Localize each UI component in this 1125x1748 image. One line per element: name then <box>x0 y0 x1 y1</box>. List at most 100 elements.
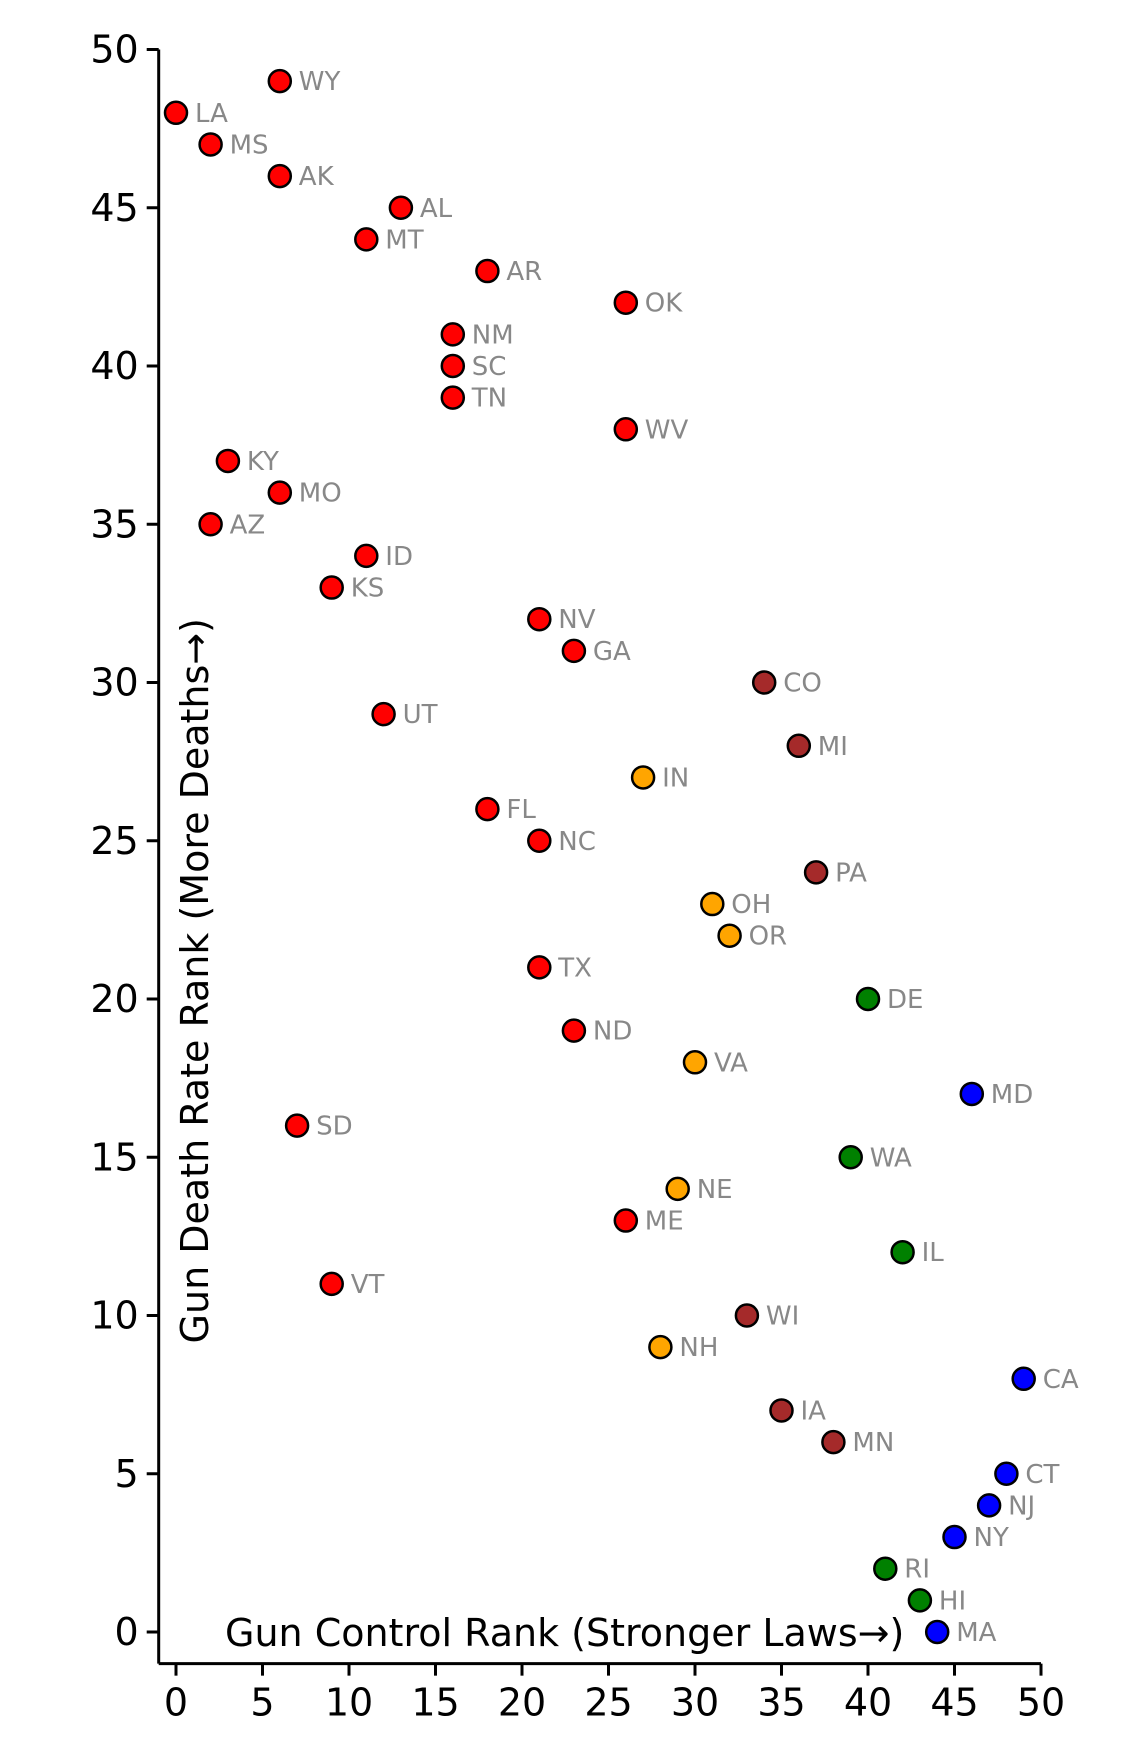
point-label: MO <box>299 479 342 509</box>
point-mt: MT <box>354 225 424 255</box>
point-wi: WI <box>734 1302 799 1332</box>
point-ky: KY <box>215 447 279 477</box>
point-label: DE <box>887 985 923 1015</box>
point-label: NM <box>472 320 514 350</box>
point-nm: NM <box>440 320 514 350</box>
x-tick-label: 5 <box>250 1681 274 1725</box>
point-id: ID <box>354 542 413 572</box>
point-ca: CA <box>1011 1365 1079 1395</box>
data-point-marker <box>527 606 552 632</box>
point-label: WV <box>645 415 689 445</box>
y-tick-label: 40 <box>90 344 138 388</box>
y-axis-title: Gun Death Rate Rank (More Deaths→) <box>173 618 217 1343</box>
point-label: MI <box>818 732 848 762</box>
data-point-marker <box>371 701 396 727</box>
point-label: ND <box>593 1017 632 1047</box>
point-label: GA <box>593 637 631 667</box>
point-label: ME <box>645 1207 684 1237</box>
data-point-marker <box>527 955 552 980</box>
data-point-marker <box>475 258 500 284</box>
point-de: DE <box>855 985 923 1015</box>
point-label: CO <box>783 669 822 699</box>
data-point-marker <box>803 860 829 885</box>
data-point-marker <box>994 1461 1019 1486</box>
point-nh: NH <box>648 1333 718 1363</box>
point-ga: GA <box>561 637 631 667</box>
data-point-marker <box>665 1176 690 1202</box>
point-label: MS <box>230 130 269 160</box>
data-point-marker <box>319 575 344 600</box>
point-il: IL <box>890 1238 945 1268</box>
point-al: AL <box>388 194 453 224</box>
point-label: KS <box>351 574 385 604</box>
data-point-marker <box>527 828 552 853</box>
point-mo: MO <box>267 479 342 509</box>
data-point-marker <box>821 1429 846 1455</box>
data-point-marker <box>198 132 223 157</box>
point-label: IA <box>801 1396 827 1426</box>
point-label: NJ <box>1008 1491 1035 1521</box>
point-ny: NY <box>942 1523 1009 1553</box>
point-hi: HI <box>907 1586 966 1616</box>
data-point-marker <box>734 1303 760 1328</box>
point-label: IN <box>662 763 689 793</box>
point-co: CO <box>751 669 822 699</box>
point-label: RI <box>904 1555 930 1585</box>
point-oh: OH <box>700 890 771 920</box>
point-ne: NE <box>665 1175 733 1205</box>
point-label: SC <box>472 352 507 382</box>
point-ut: UT <box>371 700 438 730</box>
point-nc: NC <box>527 827 596 857</box>
x-axis-title: Gun Control Rank (Stronger Laws→) <box>225 1611 904 1655</box>
data-point-marker <box>388 195 414 220</box>
point-pa: PA <box>803 858 867 888</box>
data-point-marker <box>440 385 466 410</box>
x-tick-label: 35 <box>757 1681 805 1725</box>
y-tick-label: 35 <box>90 502 138 546</box>
point-label: KY <box>247 447 279 477</box>
x-tick-label: 25 <box>584 1681 632 1725</box>
point-label: WI <box>766 1302 799 1332</box>
data-point-marker <box>613 290 639 315</box>
data-point-marker <box>319 1271 344 1297</box>
y-tick-label: 0 <box>115 1610 139 1654</box>
point-ri: RI <box>873 1555 930 1585</box>
x-tick-label: 0 <box>164 1681 188 1725</box>
point-in: IN <box>630 763 689 793</box>
point-label: IL <box>922 1238 945 1268</box>
data-point-marker <box>890 1239 915 1265</box>
point-label: NC <box>558 827 596 857</box>
y-tick-label: 15 <box>90 1135 138 1179</box>
point-label: UT <box>403 700 438 730</box>
data-point-marker <box>267 68 293 94</box>
y-tick-label: 10 <box>90 1294 138 1338</box>
data-point-marker <box>267 163 293 189</box>
point-label: AK <box>299 162 335 192</box>
data-point-marker <box>838 1145 863 1170</box>
point-label: NY <box>974 1523 1009 1553</box>
data-point-marker <box>354 227 379 252</box>
point-label: PA <box>835 858 867 888</box>
data-point-marker <box>751 670 777 695</box>
x-tick-label: 30 <box>671 1681 719 1725</box>
point-label: OR <box>749 922 788 952</box>
point-va: VA <box>682 1048 748 1078</box>
data-point-marker <box>561 638 587 664</box>
point-label: OH <box>731 890 771 920</box>
x-tick-label: 45 <box>930 1681 978 1725</box>
point-ia: IA <box>769 1396 827 1426</box>
point-tn: TN <box>440 384 507 414</box>
data-point-marker <box>648 1334 673 1360</box>
point-label: CT <box>1025 1460 1059 1490</box>
axes: 0 5 10 15 20 25 30 35 40 45 50 0 5 10 15 20 25 30 35 40 45 5… <box>90 28 1065 1725</box>
point-az: AZ <box>198 510 265 540</box>
data-point-marker <box>907 1588 933 1613</box>
point-label: MA <box>956 1618 996 1648</box>
point-sc: SC <box>440 352 507 382</box>
point-label: CA <box>1043 1365 1079 1395</box>
x-tick-label: 15 <box>411 1681 459 1725</box>
data-point-marker <box>942 1524 967 1550</box>
point-ma: MA <box>924 1618 997 1648</box>
point-ok: OK <box>613 289 683 319</box>
y-tick-label: 30 <box>90 661 138 705</box>
